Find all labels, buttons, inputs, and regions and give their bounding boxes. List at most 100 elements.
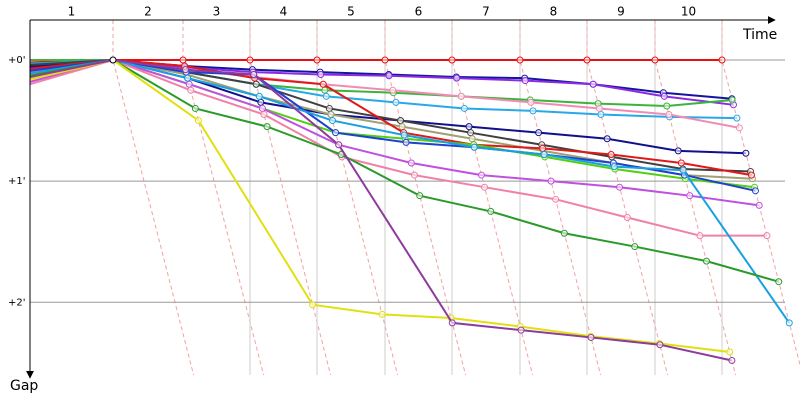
lap-point — [181, 66, 189, 74]
lap-point — [250, 71, 258, 79]
lap-point — [309, 301, 317, 309]
plot — [29, 56, 793, 364]
y-tick-label: +0' — [8, 55, 26, 66]
lap-point — [195, 117, 202, 125]
lap-point — [470, 143, 478, 151]
lap-point — [560, 229, 568, 237]
lap-point — [246, 56, 254, 64]
lap-point — [529, 107, 537, 115]
lap-point — [751, 187, 759, 195]
lap-label: 8 — [550, 5, 558, 19]
lap-point — [603, 135, 611, 143]
y-tick-label: +2' — [8, 297, 26, 308]
lap-point — [775, 278, 783, 286]
lap-point — [540, 150, 548, 158]
lap-point — [389, 86, 397, 94]
lap-point — [785, 319, 793, 327]
lap-time-line — [586, 20, 669, 376]
lap-point — [109, 56, 117, 64]
lap-point — [407, 159, 415, 167]
y-axis-label: Gap — [10, 378, 38, 394]
lap-point — [552, 195, 560, 203]
lap-point — [702, 257, 710, 265]
lap-point — [467, 129, 475, 137]
lap-point — [610, 163, 618, 171]
lap-point — [448, 56, 456, 64]
lap-label: 9 — [617, 5, 625, 19]
lap-point — [755, 201, 763, 209]
lap-point — [656, 341, 664, 349]
lap-point — [321, 86, 329, 94]
lap-point — [457, 92, 465, 100]
lap-point — [392, 98, 400, 106]
lap-point — [468, 135, 476, 143]
lap-point — [184, 74, 192, 82]
lap-point — [410, 171, 418, 179]
lap-point — [516, 56, 524, 64]
y-tick-label: +1' — [8, 176, 26, 187]
series-line — [29, 58, 730, 353]
lap-point — [595, 104, 603, 112]
lap-point — [517, 326, 525, 334]
lap-point — [257, 98, 265, 106]
lap-point — [728, 96, 736, 104]
lap-point — [527, 98, 535, 106]
lap-point — [718, 56, 726, 64]
lap-point — [539, 144, 547, 152]
lap-point — [663, 102, 671, 110]
lap-point — [263, 123, 271, 131]
lap-point — [665, 111, 673, 119]
lap-point — [733, 114, 741, 122]
lap-point — [332, 129, 340, 137]
lap-label: 2 — [144, 5, 152, 19]
lap-point — [453, 74, 461, 82]
lap-label: 10 — [681, 5, 696, 19]
lap-point — [416, 192, 424, 200]
lap-point — [255, 92, 263, 100]
lap-point — [335, 141, 343, 149]
lap-point — [587, 333, 595, 341]
lap-point — [631, 243, 639, 251]
lap-point — [460, 104, 468, 112]
x-axis-label: Time — [742, 27, 777, 43]
lap-point — [735, 124, 743, 132]
lap-point — [726, 348, 734, 356]
lap-point — [521, 77, 529, 85]
lap-point — [742, 149, 750, 157]
lap-point — [535, 129, 543, 137]
lap-point — [696, 232, 704, 240]
lap-point — [547, 177, 555, 185]
lap-point — [677, 159, 685, 167]
lap-label: 1 — [68, 5, 76, 19]
lap-point — [747, 171, 755, 179]
lap-point — [329, 117, 336, 125]
lap-time-line — [451, 20, 534, 376]
lap-point — [616, 183, 624, 191]
lap-label: 7 — [482, 5, 490, 19]
lap-time-line — [654, 20, 737, 376]
lap-point — [686, 192, 694, 200]
lap-point — [313, 56, 321, 64]
lap-point — [763, 232, 771, 240]
lap-point — [185, 80, 193, 88]
lap-label: 4 — [280, 5, 288, 19]
lap-point — [607, 150, 615, 158]
lap-point — [674, 147, 682, 155]
lap-point — [597, 111, 605, 119]
lap-point — [179, 56, 187, 64]
lap-time-line — [519, 20, 602, 376]
lap-point — [258, 104, 266, 112]
lap-point — [660, 92, 668, 100]
lap-point — [400, 131, 408, 139]
lap-point — [481, 183, 489, 191]
lap-point — [381, 56, 389, 64]
lap-point — [260, 111, 268, 119]
lap-point — [322, 92, 330, 100]
lap-point — [385, 72, 393, 80]
lap-label: 6 — [415, 5, 423, 19]
lap-point — [327, 111, 335, 119]
lap-point — [651, 56, 659, 64]
lap-point — [477, 171, 485, 179]
lap-label: 3 — [213, 5, 221, 19]
lap-point — [319, 80, 327, 88]
